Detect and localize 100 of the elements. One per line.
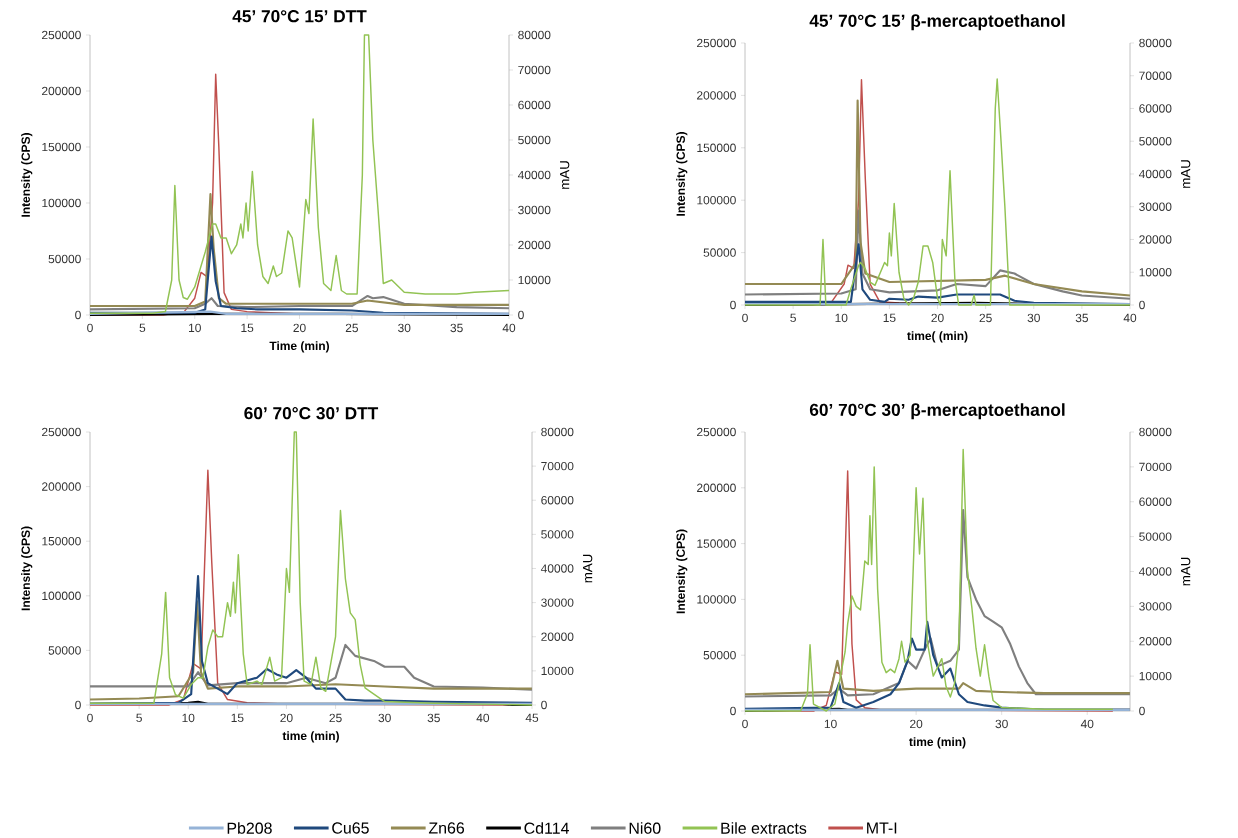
y-tick-label: 100000 <box>697 195 736 205</box>
x-tick-label: 30 <box>1027 313 1040 323</box>
legend-label: Bile extracts <box>721 822 807 834</box>
y-tick-label: 50000 <box>48 254 81 264</box>
x-tick-label: 0 <box>87 713 93 723</box>
y2-tick-label: 70000 <box>1139 462 1172 472</box>
y2-tick-label: 20000 <box>541 632 574 641</box>
y2-tick-label: 50000 <box>518 135 551 145</box>
y2-tick-label: 10000 <box>541 666 574 676</box>
y2-axis-title: mAU <box>583 554 593 583</box>
x-tick-label: 25 <box>329 713 342 723</box>
y-tick-label: 100000 <box>42 198 81 208</box>
y2-tick-label: 50000 <box>1139 532 1172 541</box>
line-series <box>88 294 511 311</box>
x-axis-title: time (min) <box>282 731 339 743</box>
y-axis-title: Intensity (CPS) <box>676 132 688 216</box>
y2-tick-label: 10000 <box>1139 268 1172 277</box>
chart-title: 60’ 70°C 30’ DTT <box>244 407 379 420</box>
y2-tick-label: 20000 <box>518 240 551 250</box>
x-tick-label: 20 <box>293 323 306 333</box>
x-tick-label: 20 <box>931 313 944 323</box>
chart-title: 45’ 70°C 15’ DTT <box>232 10 367 23</box>
y-axis-title: Intensity (CPS) <box>21 133 33 217</box>
y-axis-title: Intensity (CPS) <box>676 529 688 614</box>
x-tick-label: 0 <box>742 313 748 323</box>
y2-tick-label: 50000 <box>1139 137 1172 146</box>
y-tick-label: 200000 <box>697 483 736 493</box>
x-tick-label: 20 <box>910 719 923 729</box>
legend-label: Cd114 <box>524 822 569 834</box>
x-tick-label: 20 <box>280 713 293 723</box>
x-tick-label: 0 <box>742 719 748 729</box>
y-tick-label: 150000 <box>42 142 81 152</box>
y2-tick-label: 20000 <box>1139 235 1172 244</box>
y2-axis-title: mAU <box>1181 557 1191 586</box>
y2-tick-label: 60000 <box>1139 104 1172 113</box>
y2-tick-label: 10000 <box>1139 671 1172 681</box>
x-tick-label: 15 <box>241 323 254 333</box>
y2-tick-label: 70000 <box>1139 71 1172 80</box>
y2-tick-label: 30000 <box>518 205 551 215</box>
y-tick-label: 150000 <box>697 539 736 548</box>
line-series <box>88 643 534 691</box>
y-tick-label: 200000 <box>42 482 81 491</box>
y2-tick-label: 30000 <box>541 598 574 607</box>
x-tick-label: 0 <box>87 323 93 333</box>
x-tick-label: 30 <box>398 323 411 333</box>
chart-title: 60’ 70°C 30’ β-mercaptoethanol <box>809 403 1065 420</box>
x-tick-label: 15 <box>231 713 244 723</box>
y-tick-label: 200000 <box>42 86 81 96</box>
x-tick-label: 5 <box>790 313 796 323</box>
y-tick-label: 50000 <box>703 248 736 257</box>
x-axis-title: time( (min) <box>907 331 968 343</box>
y2-tick-label: 30000 <box>1139 602 1172 611</box>
y2-tick-label: 40000 <box>540 564 574 573</box>
y-tick-label: 250000 <box>42 427 81 437</box>
y2-tick-label: 70000 <box>541 461 574 471</box>
y2-tick-label: 20000 <box>1139 637 1172 646</box>
x-tick-label: 40 <box>1123 313 1137 323</box>
y-tick-label: 150000 <box>42 536 81 546</box>
x-tick-label: 35 <box>427 713 440 723</box>
y2-tick-label: 0 <box>1139 706 1145 716</box>
legend-label: MT-I <box>867 822 897 834</box>
y2-tick-label: 80000 <box>518 30 551 40</box>
y2-tick-label: 80000 <box>541 427 574 437</box>
legend-label: Cu65 <box>332 822 369 834</box>
y-tick-label: 0 <box>730 300 736 310</box>
x-tick-label: 25 <box>345 323 359 333</box>
x-tick-label: 30 <box>378 713 391 723</box>
y2-tick-label: 60000 <box>1139 497 1172 506</box>
y-tick-label: 150000 <box>697 143 736 153</box>
y2-tick-label: 80000 <box>1139 38 1172 48</box>
x-tick-label: 15 <box>883 313 896 323</box>
y2-tick-label: 40000 <box>517 170 551 180</box>
y2-tick-label: 0 <box>541 700 547 710</box>
legend-label: Pb208 <box>227 822 272 834</box>
x-axis-title: Time (min) <box>269 341 330 353</box>
y2-axis-title: mAU <box>1181 160 1191 188</box>
y2-tick-label: 0 <box>1139 300 1145 310</box>
x-tick-label: 30 <box>995 719 1008 729</box>
y-axis-title: Intensity (CPS) <box>21 526 33 611</box>
x-axis-title: time (min) <box>909 737 966 749</box>
y2-tick-label: 80000 <box>1139 427 1172 437</box>
x-tick-label: 45 <box>525 713 539 723</box>
y2-tick-label: 70000 <box>518 65 551 75</box>
y2-tick-label: 40000 <box>1138 169 1172 179</box>
legend-label: Zn66 <box>428 822 465 834</box>
x-tick-label: 35 <box>450 323 463 333</box>
x-tick-label: 10 <box>182 713 195 723</box>
line-series <box>743 209 1132 300</box>
y-tick-label: 250000 <box>697 427 736 437</box>
y2-axis-title: mAU <box>560 161 570 189</box>
x-tick-label: 40 <box>502 323 516 333</box>
y-tick-label: 250000 <box>697 38 736 48</box>
x-tick-label: 5 <box>136 713 142 723</box>
x-tick-label: 25 <box>979 313 992 323</box>
y2-tick-label: 60000 <box>518 100 551 110</box>
x-tick-label: 40 <box>1080 719 1094 729</box>
y-tick-label: 100000 <box>42 591 81 601</box>
y2-tick-label: 30000 <box>1139 202 1172 211</box>
chart-title: 45’ 70°C 15’ β-mercaptoethanol <box>809 14 1065 31</box>
x-tick-label: 10 <box>189 323 201 333</box>
